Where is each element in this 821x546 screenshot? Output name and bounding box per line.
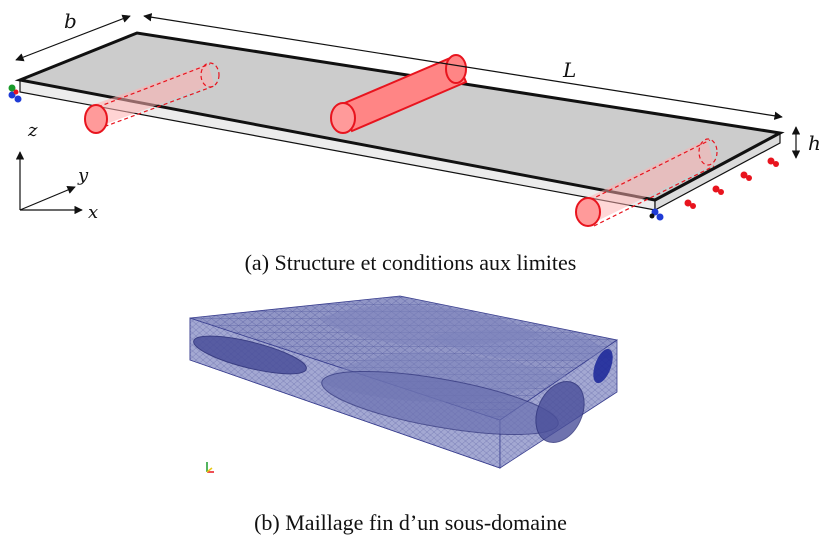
coordinate-axes: z y x [15,120,98,223]
axis-z-label: z [27,120,38,141]
caption-a: (a) Structure et conditions aux limites [244,250,577,275]
axis-y-label: y [77,165,89,186]
dimension-l-arrow [143,13,783,120]
mesh-cavity-right [535,381,585,443]
mesh-cavity-left [193,335,307,375]
support-right-corner [649,208,664,221]
mesh-bulge-right [430,330,612,360]
dimension-b-arrow [15,14,131,62]
panel-a-diagram: b L h z y x [8,9,821,227]
dimension-l-label: L [562,58,576,82]
panel-b-mesh [189,295,619,473]
support-rollers [684,157,779,209]
caption-b: (b) Maillage fin d’un sous-domaine [254,510,567,535]
inclusion-right [575,138,718,227]
support-left [8,84,22,103]
dimension-h-label: h [808,131,821,155]
axis-x-label: x [88,202,98,223]
dimension-b-label: b [64,9,77,33]
orientation-triad-icon [206,462,214,473]
mesh-bulge-back [320,305,540,346]
mesh-cavity-far-right [593,348,613,384]
